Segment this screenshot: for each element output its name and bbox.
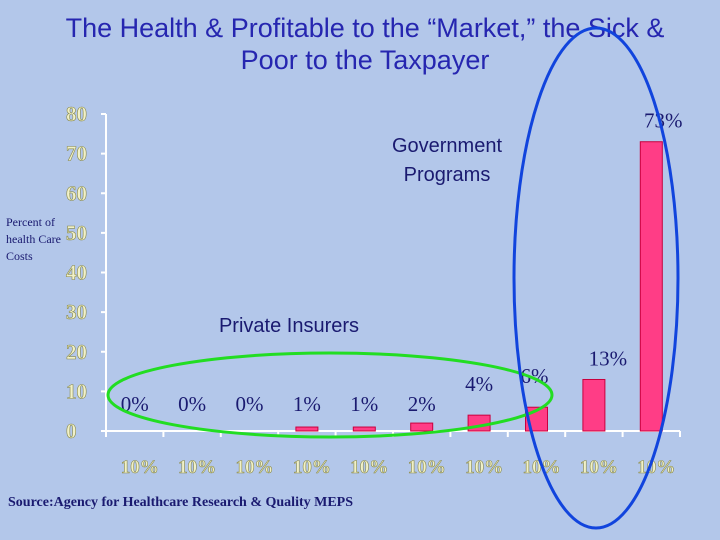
bar <box>352 426 376 432</box>
bar <box>582 378 606 432</box>
y-tick-label: 10 <box>66 379 87 403</box>
data-label: 4% <box>465 372 493 396</box>
x-tick-label: 10% <box>293 457 331 478</box>
x-tick-label: 10% <box>121 457 159 478</box>
y-tick-label: 50 <box>66 221 87 245</box>
data-labels: 0% 0% 0% 1% 1% 2%4% 6%13%73% <box>121 109 683 416</box>
y-tick-label: 70 <box>66 142 87 166</box>
private-insurers-ellipse <box>106 351 554 439</box>
government-programs-ellipse <box>512 26 680 530</box>
x-tick-label: 10% <box>465 457 503 478</box>
data-label: 0% <box>178 392 206 416</box>
bar <box>410 422 434 432</box>
data-label: 2% <box>408 392 436 416</box>
x-tick-label: 10% <box>350 457 388 478</box>
data-label: 1% <box>350 392 378 416</box>
y-tick-label: 20 <box>66 340 87 364</box>
x-tick-label: 10% <box>178 457 216 478</box>
bars <box>295 141 663 432</box>
y-tick-label: 0 <box>66 419 77 443</box>
chart-title: The Health & Profitable to the “Market,”… <box>65 13 665 75</box>
annotation-private-insurers: Private Insurers <box>219 315 359 337</box>
bar <box>639 141 663 432</box>
x-tick-label: 10% <box>580 457 618 478</box>
x-tick-label: 10% <box>408 457 446 478</box>
x-tick-label: 10% <box>637 457 675 478</box>
y-tick-label: 60 <box>66 181 87 205</box>
annotation-government-line1: Government <box>392 135 502 157</box>
data-label: 1% <box>293 392 321 416</box>
data-label: 13% <box>589 346 628 370</box>
y-tick-labels: 80 70 60 50 40 30 20 10 0 <box>66 102 88 444</box>
source-note: Source:Agency for Healthcare Research & … <box>8 495 354 510</box>
x-tick-labels: 10% 10% 10% 10% 10% 10% 10% 10% 10% 10% <box>120 457 675 479</box>
y-tick-label: 40 <box>66 261 87 285</box>
data-label: 0% <box>236 392 264 416</box>
y-axis-label: Percent of health Care Costs <box>6 215 61 263</box>
bar <box>295 426 319 432</box>
y-tick-label: 30 <box>66 300 87 324</box>
y-tick-label: 80 <box>66 102 87 126</box>
annotation-government-line2: Programs <box>404 164 491 186</box>
x-tick-label: 10% <box>236 457 274 478</box>
